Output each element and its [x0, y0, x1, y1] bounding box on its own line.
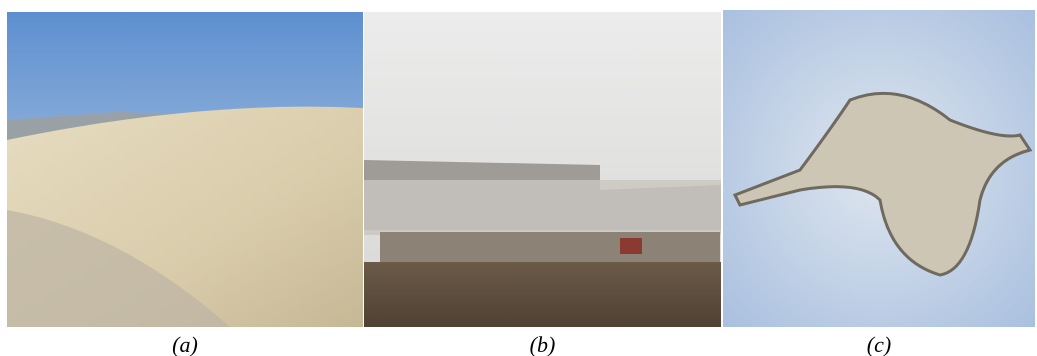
photo-b — [364, 12, 721, 327]
figure: (a) (b) (c) — [0, 0, 1037, 356]
caption: (b) — [364, 332, 721, 356]
caption: (a) — [7, 332, 363, 356]
photo-c — [723, 10, 1035, 327]
photos — [0, 0, 1037, 330]
photo-a — [7, 12, 363, 327]
caption: (c) — [723, 332, 1035, 356]
